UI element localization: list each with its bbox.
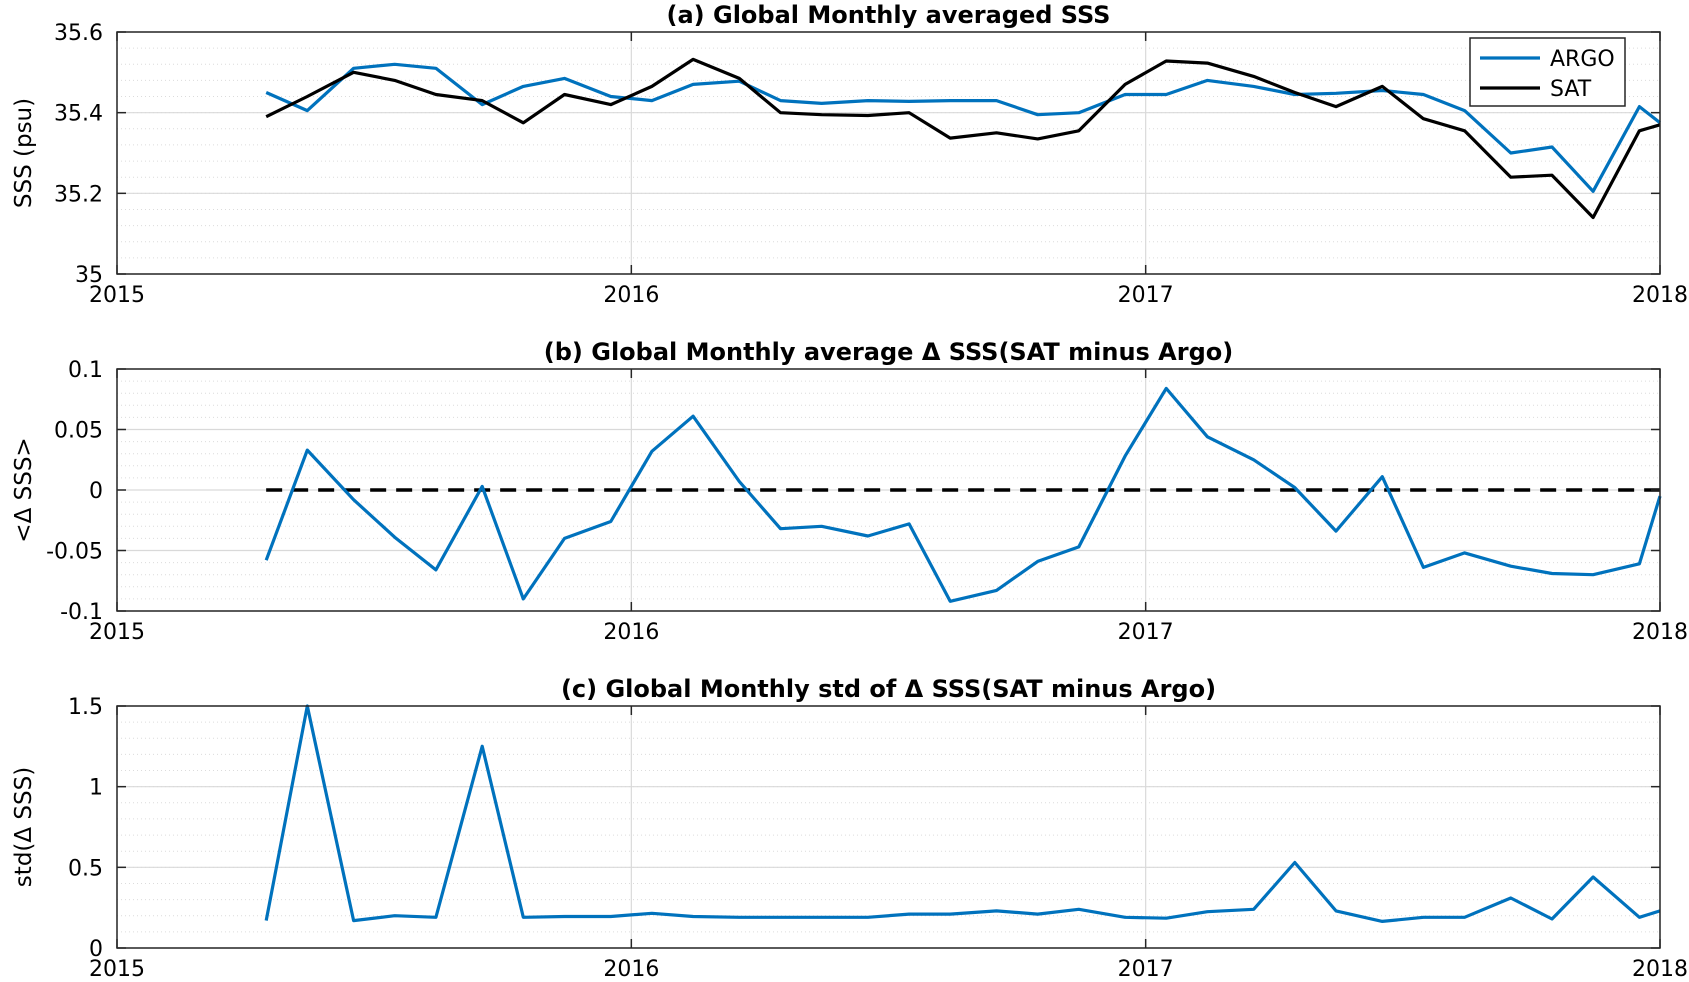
y-tick-label: 0 bbox=[89, 479, 103, 504]
y-tick-label: 1.5 bbox=[68, 695, 103, 720]
series-line-delta-sss bbox=[264, 704, 1661, 924]
chart-title: (b) Global Monthly average Δ SSS(SAT min… bbox=[544, 338, 1233, 366]
y-axis-label: SSS (psu) bbox=[11, 98, 37, 208]
legend-label: SAT bbox=[1550, 77, 1592, 102]
x-tick-label: 2016 bbox=[603, 957, 659, 982]
x-tick-label: 2018 bbox=[1632, 957, 1688, 982]
x-tick-label: 2015 bbox=[89, 620, 145, 645]
x-tick-label: 2018 bbox=[1632, 283, 1688, 308]
axes-box bbox=[116, 31, 1661, 275]
y-tick-label: 35.4 bbox=[54, 102, 103, 127]
y-tick-label: 0.1 bbox=[68, 358, 103, 383]
x-tick-label: 2015 bbox=[89, 957, 145, 982]
series-line-delta-sss bbox=[264, 386, 1662, 603]
panel-b: -0.1 -0.05 0 0.05 0.1 2015 2016 2017 2018 (b) Glo… bbox=[11, 338, 1688, 645]
x-tick-label: 2015 bbox=[89, 283, 145, 308]
x-tick-label: 2017 bbox=[1118, 957, 1174, 982]
panel-a: 35 35.2 35.4 35.6 2015 2016 2017 2018 (a) Global… bbox=[11, 1, 1688, 308]
y-tick-label: 1 bbox=[89, 776, 103, 801]
y-axis-label: <Δ SSS> bbox=[11, 437, 37, 542]
x-tick-label: 2016 bbox=[603, 620, 659, 645]
x-tick-label: 2018 bbox=[1632, 620, 1688, 645]
chart-title: (c) Global Monthly std of Δ SSS(SAT minu… bbox=[561, 675, 1216, 703]
y-tick-label: 35 bbox=[75, 263, 103, 288]
y-tick-label: 35.2 bbox=[54, 182, 103, 207]
panel-c: 0 0.5 1 1.5 2015 2016 2017 2018 (c) Global Month… bbox=[11, 675, 1688, 982]
y-tick-label: 35.6 bbox=[54, 21, 103, 46]
series-line-sat bbox=[265, 57, 1661, 220]
legend-label: ARGO bbox=[1550, 47, 1615, 72]
chart-title: (a) Global Monthly averaged SSS bbox=[667, 1, 1111, 29]
y-axis-label: std(Δ SSS) bbox=[11, 767, 37, 887]
x-tick-label: 2017 bbox=[1118, 620, 1174, 645]
y-tick-label: -0.05 bbox=[46, 540, 103, 565]
y-tick-label: 0.5 bbox=[68, 856, 103, 881]
series-line-argo bbox=[265, 62, 1661, 193]
axes-box bbox=[116, 705, 1661, 949]
y-tick-label: -0.1 bbox=[60, 600, 103, 625]
x-tick-label: 2017 bbox=[1118, 283, 1174, 308]
y-tick-label: 0 bbox=[89, 937, 103, 962]
legend-box bbox=[1469, 37, 1626, 107]
x-tick-label: 2016 bbox=[603, 283, 659, 308]
y-tick-label: 0.05 bbox=[54, 419, 103, 444]
